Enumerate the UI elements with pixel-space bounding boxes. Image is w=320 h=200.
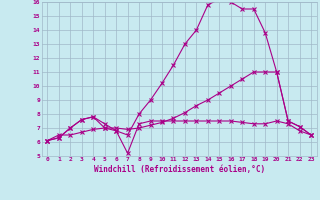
X-axis label: Windchill (Refroidissement éolien,°C): Windchill (Refroidissement éolien,°C) xyxy=(94,165,265,174)
